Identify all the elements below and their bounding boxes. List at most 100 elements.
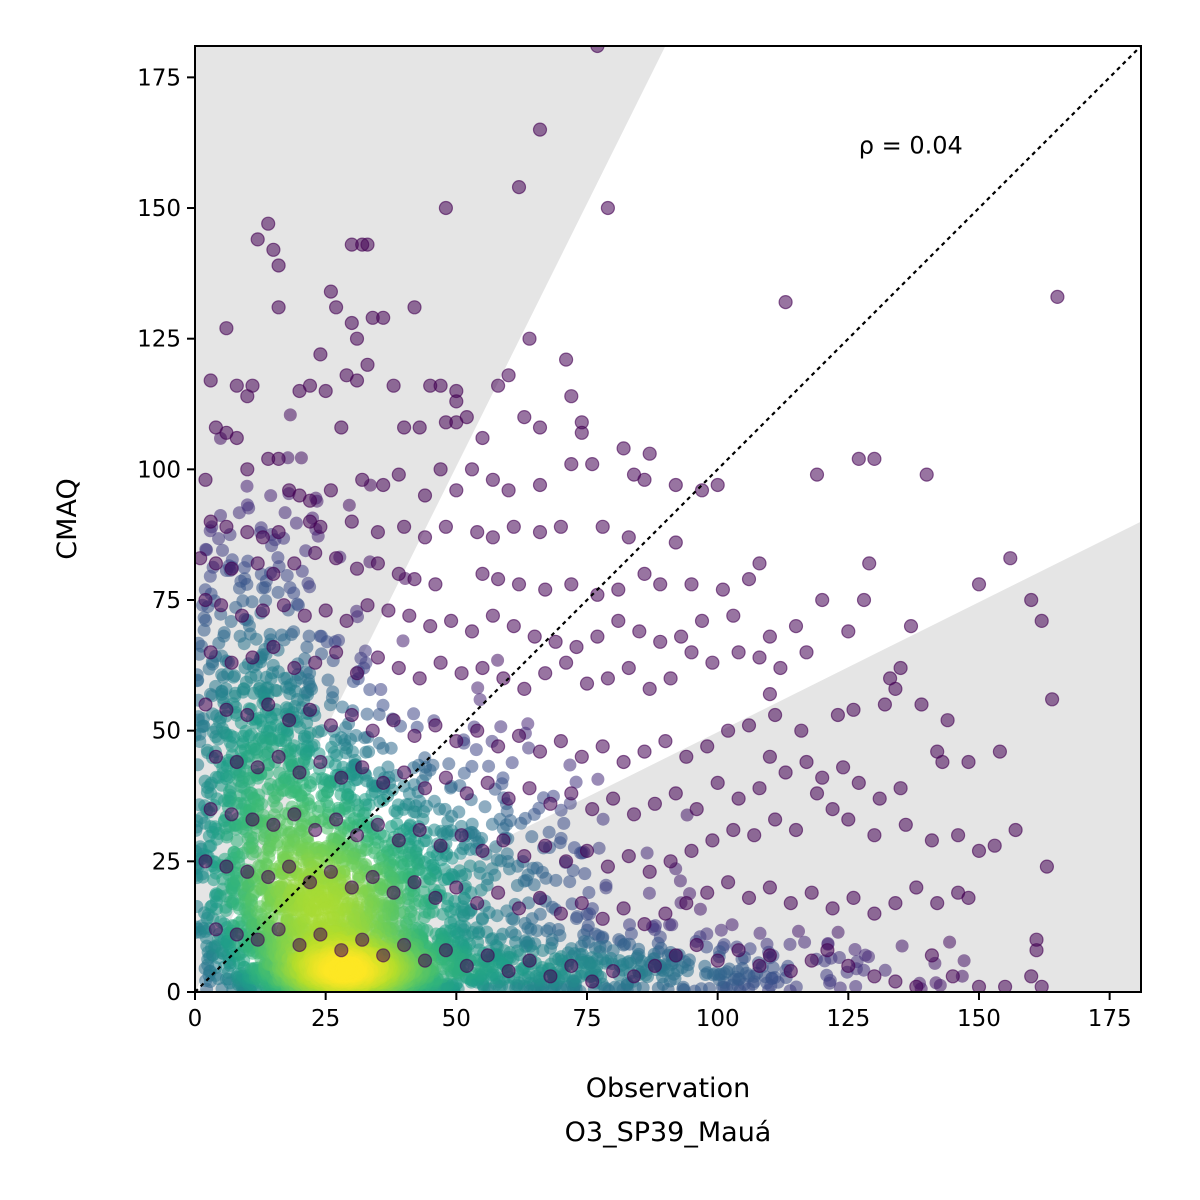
- data-point: [574, 425, 589, 440]
- data-point: [391, 467, 406, 482]
- data-point: [219, 859, 234, 874]
- data-point: [538, 666, 553, 681]
- data-point: [491, 739, 506, 754]
- density-point: [363, 683, 377, 697]
- data-point: [318, 383, 333, 399]
- data-point: [825, 801, 840, 817]
- data-point: [689, 801, 704, 817]
- data-point: [893, 781, 908, 796]
- data-point: [741, 571, 757, 587]
- data-point: [767, 812, 783, 827]
- data-point: [308, 822, 323, 838]
- y-tick-label: 100: [137, 457, 181, 483]
- data-point: [700, 885, 715, 900]
- data-point: [626, 969, 642, 984]
- data-point: [924, 948, 940, 963]
- data-point: [1024, 969, 1039, 984]
- density-point: [245, 595, 259, 609]
- density-point: [402, 787, 416, 801]
- data-point: [574, 749, 589, 764]
- data-point: [397, 420, 412, 435]
- density-point: [342, 498, 356, 512]
- density-point: [599, 881, 613, 895]
- data-point: [783, 895, 798, 911]
- data-point: [752, 650, 767, 665]
- density-point: [256, 581, 270, 595]
- data-point: [862, 556, 877, 571]
- data-point: [302, 702, 318, 717]
- data-point: [349, 666, 365, 681]
- data-point: [308, 545, 323, 561]
- density-point: [372, 708, 386, 721]
- density-point: [878, 963, 892, 977]
- density-point: [596, 812, 610, 826]
- data-point: [585, 974, 600, 989]
- density-point: [783, 937, 797, 951]
- data-point: [229, 927, 244, 942]
- density-point: [418, 875, 432, 889]
- density-point: [396, 634, 410, 648]
- data-point: [506, 519, 521, 534]
- data-point: [229, 430, 244, 446]
- data-point: [470, 723, 485, 738]
- data-point: [605, 963, 621, 979]
- data-point: [470, 895, 485, 911]
- data-point: [522, 331, 537, 346]
- data-point: [762, 948, 778, 963]
- density-point: [203, 569, 217, 583]
- density-point: [388, 804, 402, 818]
- density-point: [473, 693, 487, 707]
- density-point: [514, 816, 528, 830]
- density-point: [271, 585, 285, 599]
- data-point: [355, 760, 370, 775]
- density-point: [491, 653, 505, 667]
- data-point: [914, 697, 929, 712]
- data-point: [945, 969, 960, 984]
- data-point: [271, 451, 286, 466]
- data-point: [391, 660, 406, 676]
- y-tick-label: 50: [152, 719, 181, 745]
- data-point: [454, 828, 469, 843]
- data-point: [423, 618, 438, 634]
- density-point: [833, 981, 847, 992]
- data-point: [271, 258, 286, 273]
- data-point: [888, 895, 903, 911]
- data-point: [658, 733, 673, 749]
- data-point: [417, 530, 433, 545]
- data-point: [407, 571, 422, 587]
- data-point: [376, 948, 391, 963]
- data-point: [710, 953, 725, 968]
- data-point: [867, 451, 882, 466]
- density-point: [536, 944, 550, 957]
- density-point: [485, 862, 499, 876]
- data-point: [788, 618, 804, 634]
- data-point: [1024, 592, 1039, 608]
- data-point: [804, 885, 819, 900]
- density-point: [482, 759, 496, 773]
- data-point: [564, 389, 579, 404]
- data-point: [752, 958, 767, 974]
- data-point: [564, 457, 579, 472]
- data-point: [250, 932, 265, 947]
- data-point: [590, 46, 605, 54]
- density-point: [283, 408, 297, 422]
- data-point: [919, 467, 934, 482]
- density-point: [195, 673, 205, 687]
- density-point: [339, 963, 353, 977]
- data-point: [903, 618, 919, 634]
- data-point: [543, 796, 558, 811]
- density-point: [792, 924, 805, 938]
- density-point: [351, 610, 364, 624]
- data-point: [282, 713, 297, 728]
- data-point: [1039, 859, 1055, 874]
- density-point: [195, 647, 206, 661]
- density-point: [278, 506, 292, 520]
- density-point: [206, 657, 220, 671]
- data-point: [783, 963, 798, 979]
- data-point: [464, 462, 480, 477]
- density-point: [694, 982, 708, 992]
- density-point: [224, 615, 238, 628]
- data-point: [438, 943, 453, 958]
- density-point: [494, 720, 508, 734]
- data-point: [349, 331, 365, 346]
